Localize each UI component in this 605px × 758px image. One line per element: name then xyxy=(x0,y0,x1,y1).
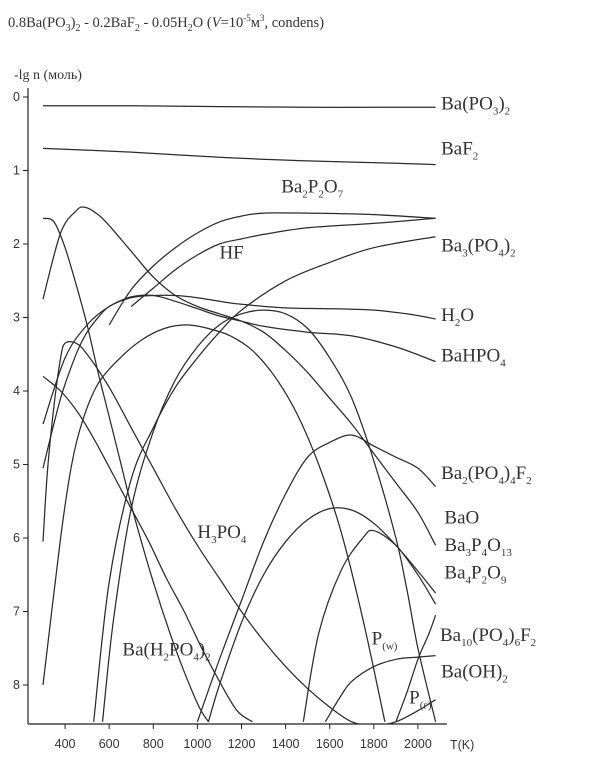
series-label: Ba3(PO4)2 xyxy=(441,235,516,259)
series-label: P(w) xyxy=(372,629,398,653)
series-lines xyxy=(42,105,437,724)
y-axis-label: -lg n (моль) xyxy=(14,68,82,83)
series-label: BaHPO4 xyxy=(441,346,506,370)
axis-ticks: 400 600 800 1000 1200 1400 1600 1800 2000 0 1 2 3 4 5 6… xyxy=(13,90,432,751)
series-line-ba-h2po4-2-14 xyxy=(42,217,209,723)
series-line-ba3-po4-2-4 xyxy=(93,236,436,722)
series-label: BaF2 xyxy=(441,138,478,162)
x-axis-label: T(K) xyxy=(450,738,474,752)
y-tick-label: 3 xyxy=(13,311,20,325)
series-label: HF xyxy=(219,243,243,264)
series-label: Ba(H2PO4)2 xyxy=(122,640,210,664)
series-line-ba-po3-2-0 xyxy=(42,105,436,108)
y-tick-label: 5 xyxy=(13,458,20,472)
series-line-ba10-po4-6f2-11 xyxy=(101,309,437,722)
series-line-ba4p2o9-10 xyxy=(207,507,437,722)
x-tick-label: 1200 xyxy=(228,737,256,751)
x-tick-label: 1400 xyxy=(272,737,300,751)
y-tick-label: 0 xyxy=(13,90,20,104)
x-tick-label: 400 xyxy=(55,737,76,751)
x-tick-label: 800 xyxy=(143,737,164,751)
series-label: P(г) xyxy=(409,687,432,711)
series-line-h2o-5 xyxy=(42,294,436,425)
series-label: H3PO4 xyxy=(197,522,247,546)
x-tick-label: 1000 xyxy=(183,737,211,751)
series-line-h3po4-13 xyxy=(42,324,386,722)
series-line-p-w-15 xyxy=(196,434,437,723)
series-line-hf-3 xyxy=(130,217,436,307)
series-label: Ba3P4O13 xyxy=(444,535,512,559)
series-line-ba3p4o13-9 xyxy=(42,341,436,724)
series-label: Ba(PO3)2 xyxy=(441,93,510,117)
y-tick-label: 6 xyxy=(13,531,20,545)
series-label: Ba2(PO4)4F2 xyxy=(441,463,532,487)
x-tick-label: 1800 xyxy=(360,737,388,751)
series-label: Ba2P2O7 xyxy=(281,177,343,201)
series-label: Ba10(PO4)6F2 xyxy=(440,625,536,649)
series-line-bao-8 xyxy=(302,529,437,722)
series-line-unlabeled-17 xyxy=(42,375,253,723)
series-label: Ba4P2O9 xyxy=(444,562,506,586)
y-tick-label: 2 xyxy=(13,237,20,251)
y-tick-label: 8 xyxy=(13,678,20,692)
series-label: H2O xyxy=(441,305,474,329)
series-line-baf2-1 xyxy=(42,147,436,166)
series-line-ba2p2o7-2 xyxy=(108,212,436,326)
x-tick-label: 600 xyxy=(99,737,120,751)
series-line-ba2-po4-4f2-7 xyxy=(42,206,437,546)
chart-title: 0.8Ba(PO3)2 - 0.2BaF2 - 0.05H2O (V=10-5м… xyxy=(8,13,324,34)
y-tick-label: 1 xyxy=(13,164,20,178)
y-tick-label: 7 xyxy=(13,605,20,619)
y-tick-label: 4 xyxy=(13,384,20,398)
series-line-p-16 xyxy=(395,614,437,723)
series-labels: Ba(PO3)2 BaF2 Ba2P2O7 HF Ba3(PO4)2 H2O BaHPO4 B… xyxy=(122,93,536,711)
x-tick-label: 2000 xyxy=(404,737,432,751)
series-label: BaO xyxy=(444,507,479,528)
series-line-bahpo4-6 xyxy=(42,294,436,469)
series-label: Ba(OH)2 xyxy=(441,662,508,686)
x-tick-label: 1600 xyxy=(316,737,344,751)
